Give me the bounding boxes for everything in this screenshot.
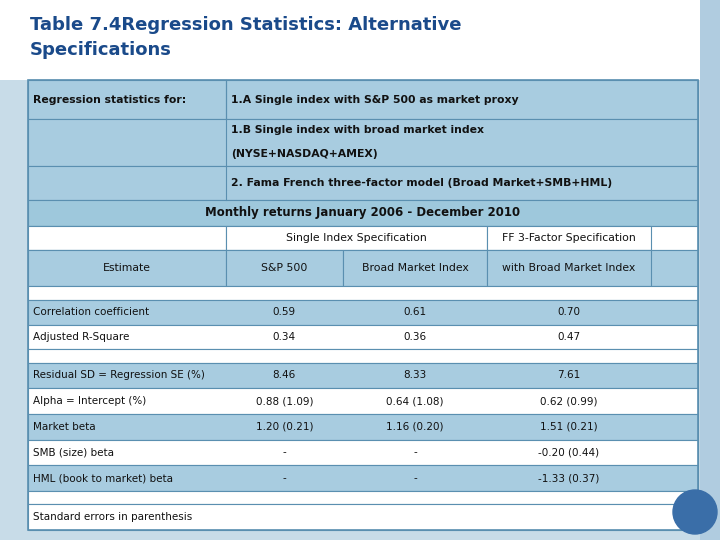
Text: Monthly returns January 2006 - December 2010: Monthly returns January 2006 - December … [205, 206, 521, 219]
Text: Residual SD = Regression SE (%): Residual SD = Regression SE (%) [33, 370, 205, 380]
Text: -: - [282, 473, 286, 483]
Text: 0.36: 0.36 [403, 332, 426, 342]
Text: -: - [282, 448, 286, 457]
Bar [28, 504, 698, 530]
Text: 7.61: 7.61 [557, 370, 580, 380]
Bar [0, 0, 700, 80]
Bar [28, 119, 698, 166]
Text: Broad Market Index: Broad Market Index [361, 264, 468, 273]
Text: 0.62 (0.99): 0.62 (0.99) [540, 396, 598, 406]
Text: 0.34: 0.34 [273, 332, 296, 342]
Text: FF 3-Factor Specification: FF 3-Factor Specification [502, 233, 636, 243]
Text: 1.51 (0.21): 1.51 (0.21) [540, 422, 598, 432]
Bar [487, 251, 651, 286]
Text: 1.A Single index with S&P 500 as market proxy: 1.A Single index with S&P 500 as market … [230, 94, 518, 105]
Text: -: - [413, 448, 417, 457]
Text: 0.47: 0.47 [557, 332, 580, 342]
Text: Adjusted R-Square: Adjusted R-Square [33, 332, 130, 342]
Text: 0.88 (1.09): 0.88 (1.09) [256, 396, 313, 406]
Bar [28, 166, 698, 200]
Text: 0.70: 0.70 [557, 307, 580, 317]
Bar [225, 226, 487, 251]
Bar [28, 80, 225, 119]
Bar [700, 0, 720, 540]
Bar [28, 200, 698, 226]
Text: 0.61: 0.61 [403, 307, 426, 317]
Bar [28, 80, 698, 119]
Text: (NYSE+NASDAQ+AMEX): (NYSE+NASDAQ+AMEX) [230, 150, 377, 159]
Text: 1.B Single index with broad market index: 1.B Single index with broad market index [230, 125, 484, 135]
Circle shape [673, 490, 717, 534]
Bar [28, 325, 698, 349]
Bar [225, 251, 343, 286]
Text: -: - [413, 473, 417, 483]
Bar [28, 251, 698, 286]
Bar [28, 362, 698, 388]
Bar [28, 286, 698, 300]
Bar [28, 226, 698, 251]
Text: 1.20 (0.21): 1.20 (0.21) [256, 422, 313, 432]
Bar [28, 465, 698, 491]
Text: Standard errors in parenthesis: Standard errors in parenthesis [33, 512, 192, 522]
Text: Alpha = Intercept (%): Alpha = Intercept (%) [33, 396, 146, 406]
Text: -1.33 (0.37): -1.33 (0.37) [539, 473, 600, 483]
Text: Table 7.4Regression Statistics: Alternative: Table 7.4Regression Statistics: Alternat… [30, 16, 462, 34]
Text: with Broad Market Index: with Broad Market Index [503, 264, 636, 273]
Text: Single Index Specification: Single Index Specification [286, 233, 427, 243]
Text: 0.59: 0.59 [273, 307, 296, 317]
Text: 8.33: 8.33 [403, 370, 426, 380]
Bar [28, 300, 698, 325]
Bar [28, 226, 225, 251]
Text: Correlation coefficient: Correlation coefficient [33, 307, 149, 317]
Text: Estimate: Estimate [103, 264, 150, 273]
Bar [28, 440, 698, 465]
Text: SMB (size) beta: SMB (size) beta [33, 448, 114, 457]
Text: 8.46: 8.46 [273, 370, 296, 380]
Bar [28, 388, 698, 414]
Bar [28, 251, 225, 286]
Text: S&P 500: S&P 500 [261, 264, 307, 273]
Text: -0.20 (0.44): -0.20 (0.44) [539, 448, 600, 457]
Text: 0.64 (1.08): 0.64 (1.08) [386, 396, 444, 406]
Bar [28, 80, 698, 530]
Text: Market beta: Market beta [33, 422, 96, 432]
Text: 1.16 (0.20): 1.16 (0.20) [386, 422, 444, 432]
Bar [487, 226, 651, 251]
Bar [343, 251, 487, 286]
Bar [28, 349, 698, 362]
Text: 2. Fama French three-factor model (Broad Market+SMB+HML): 2. Fama French three-factor model (Broad… [230, 178, 612, 188]
Text: Regression statistics for:: Regression statistics for: [33, 94, 186, 105]
Text: HML (book to market) beta: HML (book to market) beta [33, 473, 173, 483]
Bar [28, 414, 698, 440]
Text: Specifications: Specifications [30, 41, 172, 59]
Bar [28, 491, 698, 504]
